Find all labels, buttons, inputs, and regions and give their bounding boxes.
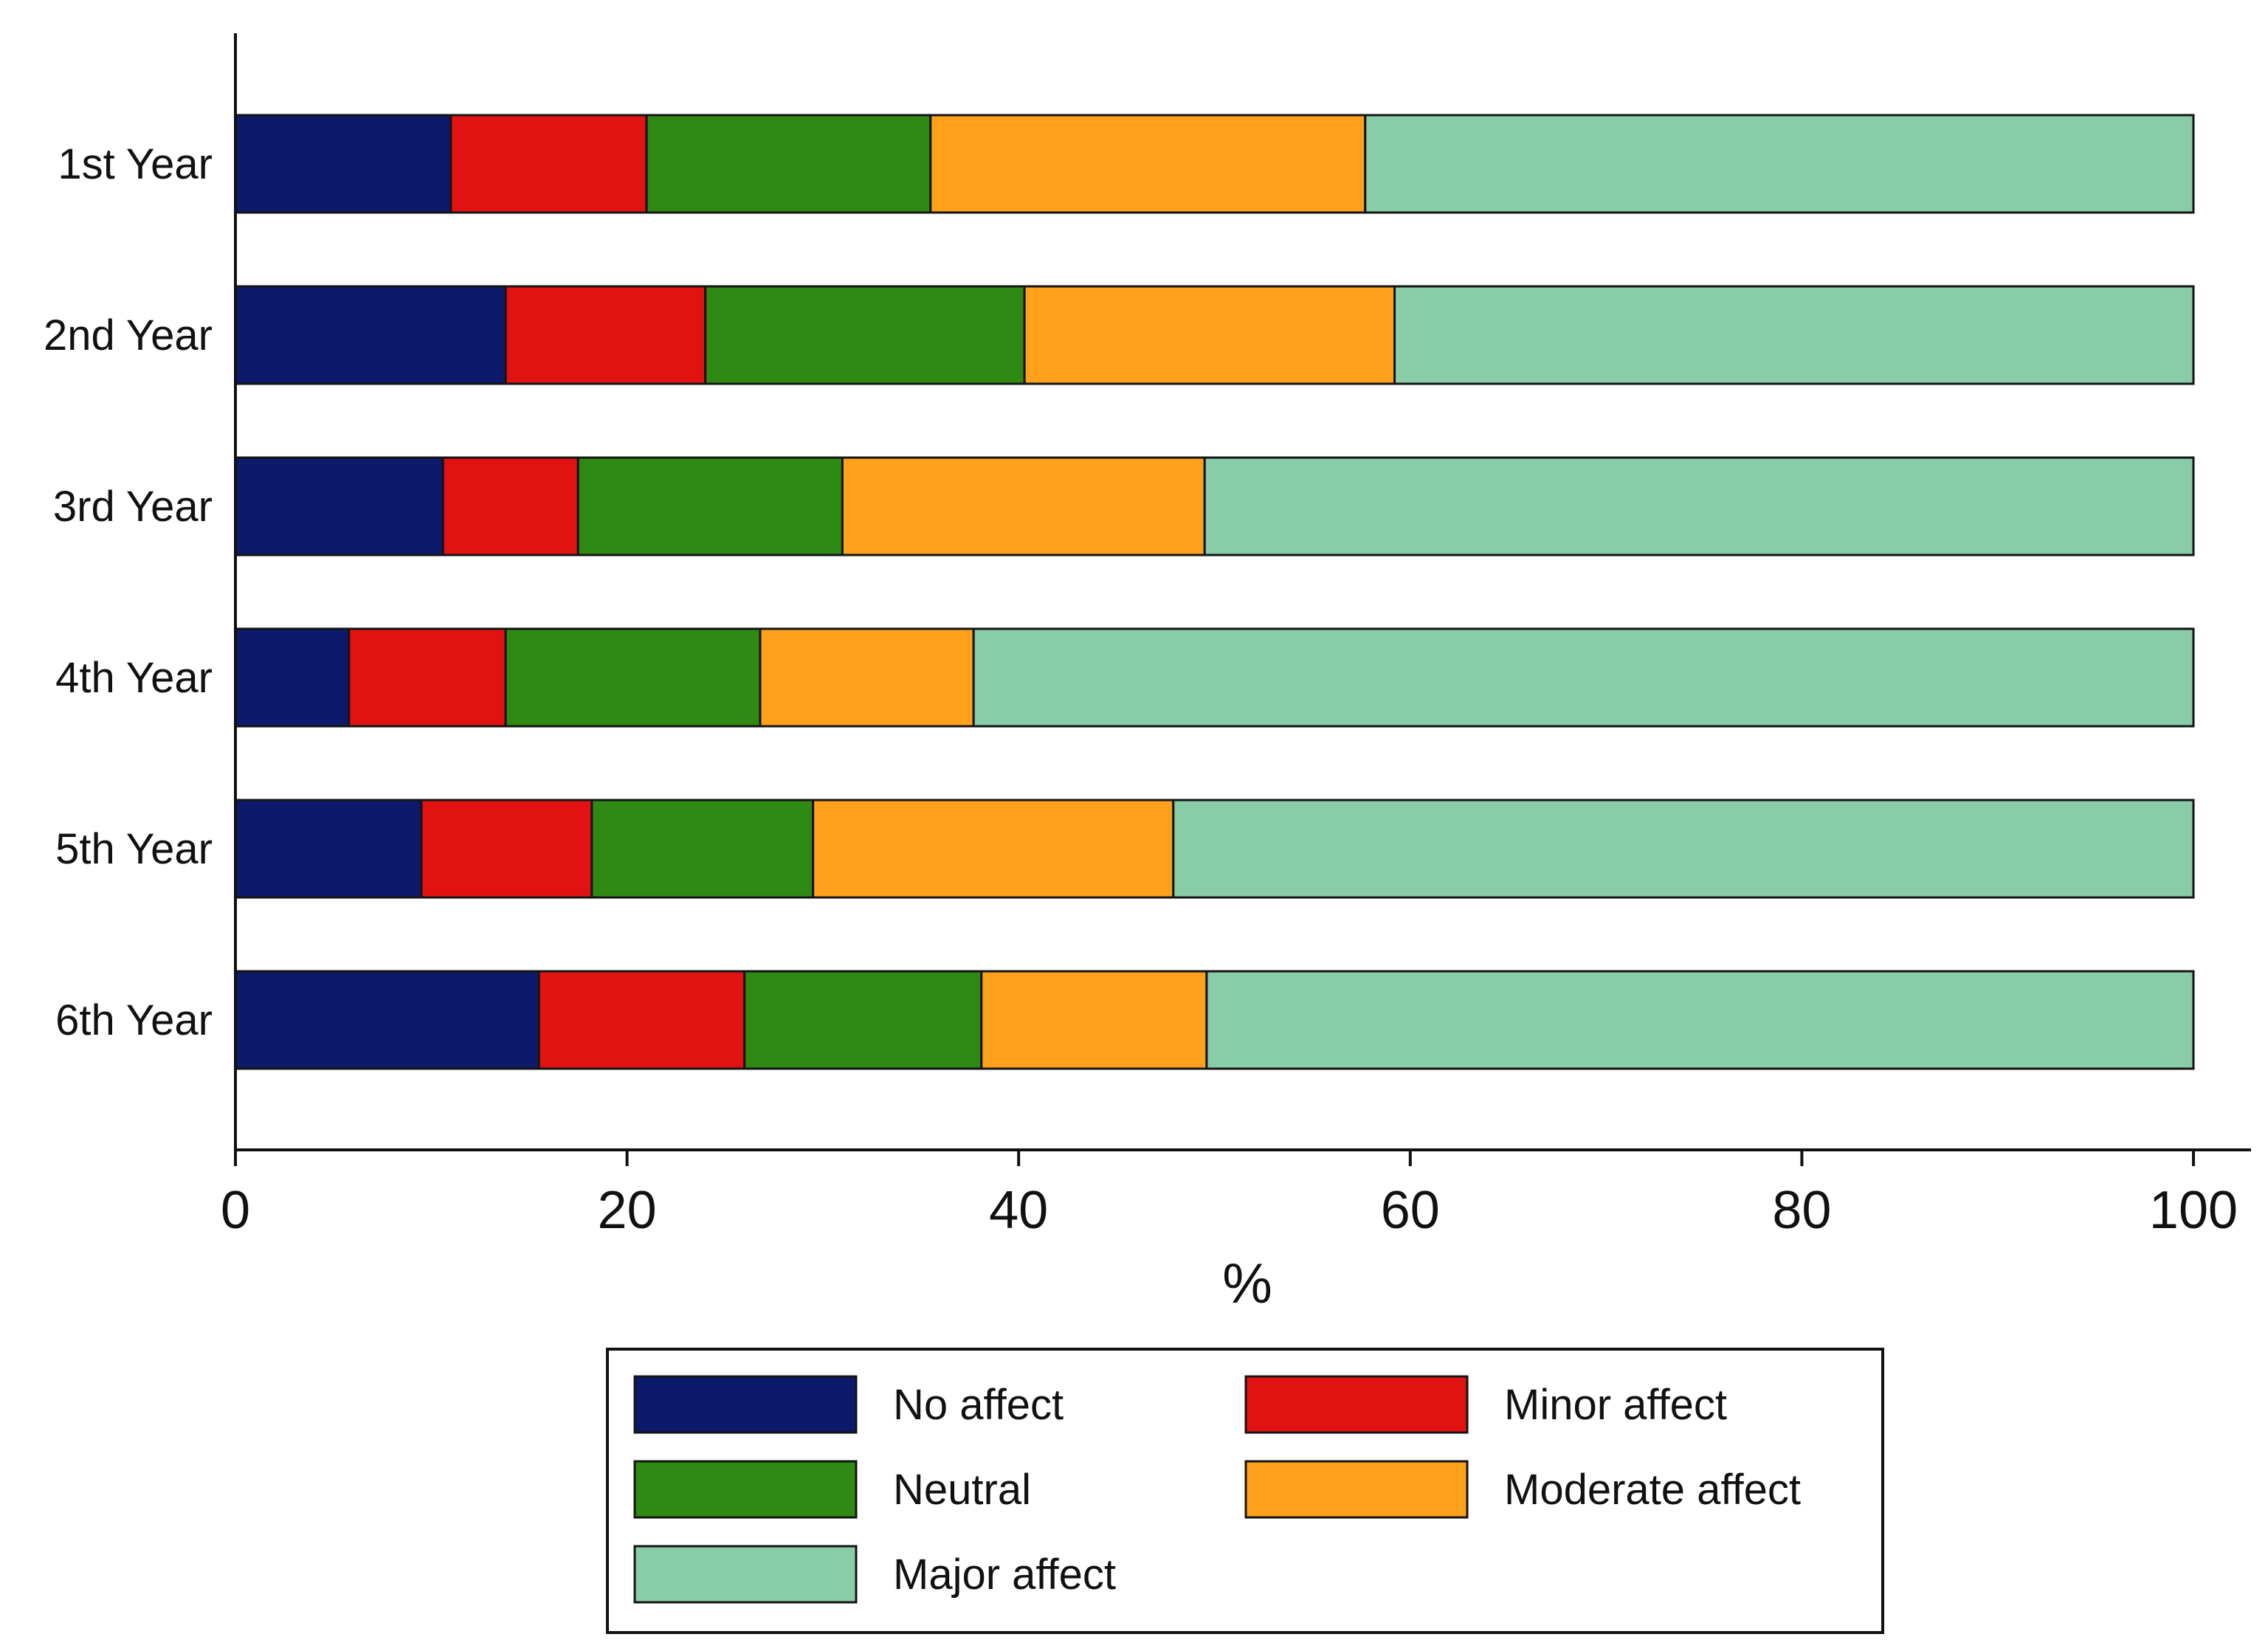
bar-6th-year-neutral <box>743 970 983 1070</box>
x-tick-label-60: 60 <box>1381 1181 1440 1240</box>
bar-1st-year-minor-affect <box>449 114 648 214</box>
x-tick-label-20: 20 <box>598 1181 657 1240</box>
bar-5th-year-neutral <box>590 799 815 899</box>
category-label-4th-year: 4th Year <box>55 654 213 702</box>
bar-6th-year-moderate-affect <box>980 970 1208 1070</box>
legend-label-moderate-affect: Moderate affect <box>1504 1466 1801 1514</box>
bar-2nd-year-minor-affect <box>504 285 707 385</box>
x-tick-label-0: 0 <box>221 1181 250 1240</box>
legend-label-neutral: Neutral <box>893 1466 1031 1514</box>
bar-1st-year-no-affect <box>234 114 452 214</box>
bar-4th-year-minor-affect <box>348 627 507 728</box>
bar-5th-year-minor-affect <box>420 799 593 899</box>
bar-4th-year-major-affect <box>972 627 2195 728</box>
category-label-5th-year: 5th Year <box>55 825 213 873</box>
x-tick-label-100: 100 <box>2149 1181 2238 1240</box>
bar-4th-year-neutral <box>504 627 762 728</box>
legend-label-minor-affect: Minor affect <box>1504 1381 1727 1429</box>
bar-1st-year-major-affect <box>1364 114 2195 214</box>
bar-3rd-year-moderate-affect <box>841 456 1206 556</box>
legend-label-major-affect: Major affect <box>893 1551 1116 1599</box>
bar-6th-year-no-affect <box>234 970 540 1070</box>
legend-swatch-minor-affect <box>1244 1375 1469 1434</box>
bar-2nd-year-neutral <box>704 285 1026 385</box>
bar-1st-year-neutral <box>645 114 932 214</box>
bar-5th-year-moderate-affect <box>812 799 1175 899</box>
legend: No affect Minor affect Neutral Moderate aff… <box>633 1375 1801 1604</box>
bar-1st-year-moderate-affect <box>929 114 1367 214</box>
x-tick-label-80: 80 <box>1772 1181 1831 1240</box>
category-label-3rd-year: 3rd Year <box>53 483 213 531</box>
legend-swatch-neutral <box>633 1460 858 1519</box>
bar-4th-year-no-affect <box>234 627 351 728</box>
bar-5th-year-no-affect <box>234 799 423 899</box>
bar-5th-year-major-affect <box>1172 799 2195 899</box>
legend-swatch-moderate-affect <box>1244 1460 1469 1519</box>
x-axis-ticks: 0 20 40 60 80 100 <box>221 1150 2238 1240</box>
bar-6th-year-major-affect <box>1205 970 2195 1070</box>
x-tick-label-40: 40 <box>989 1181 1048 1240</box>
legend-label-no-affect: No affect <box>893 1381 1064 1429</box>
bar-6th-year-minor-affect <box>537 970 746 1070</box>
bar-2nd-year-moderate-affect <box>1023 285 1396 385</box>
bars-layer <box>234 114 2195 1070</box>
bar-2nd-year-no-affect <box>234 285 507 385</box>
category-label-1st-year: 1st Year <box>58 140 213 188</box>
bar-2nd-year-major-affect <box>1393 285 2195 385</box>
bar-3rd-year-major-affect <box>1203 456 2195 556</box>
category-labels: 1st Year 2nd Year 3rd Year 4th Year 5th Year… <box>44 140 213 1044</box>
category-label-2nd-year: 2nd Year <box>44 311 213 359</box>
bar-4th-year-moderate-affect <box>759 627 975 728</box>
x-axis-title: % <box>1222 1252 1272 1315</box>
bar-3rd-year-neutral <box>576 456 844 556</box>
category-label-6th-year: 6th Year <box>55 996 213 1044</box>
legend-swatch-major-affect <box>633 1545 858 1604</box>
bar-3rd-year-no-affect <box>234 456 444 556</box>
bar-3rd-year-minor-affect <box>441 456 579 556</box>
legend-swatch-no-affect <box>633 1375 858 1434</box>
